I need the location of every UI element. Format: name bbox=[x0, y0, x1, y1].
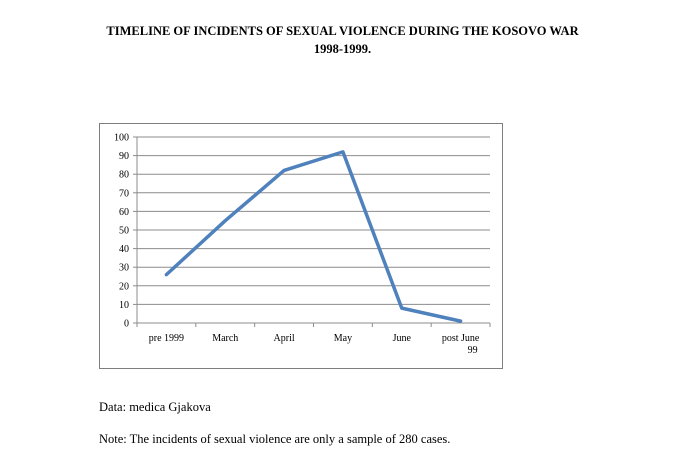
data-point-4 bbox=[400, 306, 404, 310]
y-tick-label-30: 30 bbox=[119, 263, 129, 274]
series-line-0 bbox=[164, 150, 463, 323]
x-tick-label-1: March bbox=[212, 333, 238, 344]
x-tick-label-5: post June 99 bbox=[442, 333, 480, 356]
data-source-text: Data: medica Gjakova bbox=[99, 400, 211, 414]
y-tick-label-70: 70 bbox=[119, 188, 129, 199]
title-line-1: TIMELINE OF INCIDENTS OF SEXUAL VIOLENCE… bbox=[106, 24, 579, 38]
x-tick-label-2: April bbox=[274, 333, 295, 344]
x-tick-label-0: pre 1999 bbox=[149, 333, 184, 344]
data-point-0 bbox=[164, 273, 168, 277]
y-tick-label-100: 100 bbox=[114, 133, 129, 144]
x-tick-label-4: June bbox=[393, 333, 412, 344]
sample-note-text: Note: The incidents of sexual violence a… bbox=[99, 432, 451, 446]
y-tick-label-20: 20 bbox=[119, 281, 129, 292]
y-tick-label-60: 60 bbox=[119, 207, 129, 218]
data-point-1 bbox=[223, 219, 227, 223]
y-tick-label-10: 10 bbox=[119, 300, 129, 311]
chart-frame: 0 10 20 30 40 50 60 70 80 90 100 pre 1999 March April… bbox=[99, 123, 503, 369]
title-line-2: 1998-1999. bbox=[313, 42, 372, 56]
y-tick-label-50: 50 bbox=[119, 226, 129, 237]
y-tick-label-0: 0 bbox=[124, 319, 129, 330]
y-tick-label-40: 40 bbox=[119, 244, 129, 255]
page-title: TIMELINE OF INCIDENTS OF SEXUAL VIOLENCE… bbox=[0, 22, 685, 58]
data-point-2 bbox=[282, 168, 286, 172]
y-tick-label-90: 90 bbox=[119, 151, 129, 162]
data-point-5 bbox=[459, 319, 463, 323]
y-tick-label-80: 80 bbox=[119, 170, 129, 181]
data-point-3 bbox=[341, 150, 345, 154]
line-chart: 0 10 20 30 40 50 60 70 80 90 100 pre 1999 March April… bbox=[114, 133, 491, 356]
x-tick-label-3: May bbox=[334, 333, 352, 344]
